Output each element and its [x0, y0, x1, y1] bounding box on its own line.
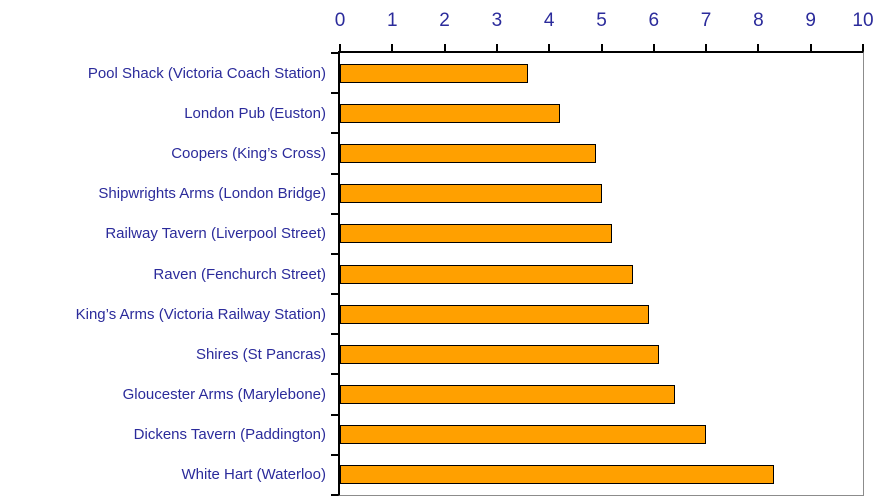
- y-tick-mark: [331, 453, 338, 456]
- x-tick-mark: [391, 44, 394, 51]
- category-label: Coopers (King’s Cross): [171, 144, 326, 162]
- category-labels: Pool Shack (Victoria Coach Station) Londo…: [0, 53, 326, 495]
- bar-row: [340, 375, 863, 415]
- x-tick-label: 8: [753, 10, 764, 31]
- x-tick-label: 1: [387, 10, 398, 31]
- bar-rows: [340, 53, 863, 495]
- x-tick-mark: [548, 44, 551, 51]
- x-axis-tick-labels: 0 1 2 3 4 5 6 7 8 9 10: [335, 10, 874, 36]
- x-tick-mark: [862, 44, 864, 51]
- bar-row: [340, 93, 863, 133]
- category-label: King’s Arms (Victoria Railway Station): [75, 305, 326, 323]
- x-tick-label: 0: [334, 10, 346, 31]
- y-tick-mark: [331, 333, 338, 336]
- x-tick-mark: [600, 44, 603, 51]
- category-label: Shipwrights Arms (London Bridge): [98, 185, 326, 203]
- bar: [340, 264, 633, 284]
- bar: [340, 344, 660, 364]
- category-label: Dickens Tavern (Paddington): [133, 426, 326, 444]
- bar-row: [340, 214, 863, 254]
- y-tick-mark: [331, 132, 338, 135]
- category-label: London Pub (Euston): [184, 104, 326, 122]
- bar: [340, 103, 560, 123]
- y-tick-mark: [331, 293, 338, 296]
- bar: [340, 425, 707, 445]
- x-tick-mark: [757, 44, 760, 51]
- bar: [340, 465, 775, 485]
- category-label: Gloucester Arms (Marylebone): [122, 386, 326, 404]
- bar-row: [340, 334, 863, 374]
- x-tick-label: 2: [439, 10, 450, 31]
- x-tick-mark: [495, 44, 498, 51]
- x-tick-mark: [809, 44, 812, 51]
- x-tick-mark: [339, 44, 341, 51]
- bar-row: [340, 174, 863, 214]
- bar-row: [340, 415, 863, 455]
- plot-area: [331, 44, 864, 496]
- category-label: White Hart (Waterloo): [181, 466, 326, 484]
- x-tick-mark: [705, 44, 708, 51]
- y-tick-mark: [331, 373, 338, 376]
- x-tick-label: 5: [596, 10, 607, 31]
- x-tick-mark: [443, 44, 446, 51]
- x-tick-label: 4: [543, 10, 555, 31]
- x-tick-label: 7: [700, 10, 712, 31]
- category-label: Shires (St Pancras): [195, 345, 326, 363]
- bar-row: [340, 455, 863, 495]
- y-tick-mark: [331, 172, 338, 175]
- x-tick-label: 3: [491, 10, 503, 31]
- y-tick-mark: [331, 92, 338, 95]
- y-tick-mark: [331, 212, 338, 215]
- bar: [340, 224, 612, 244]
- bar-row: [340, 53, 863, 93]
- bar-row: [340, 254, 863, 294]
- bar: [340, 304, 649, 324]
- bar: [340, 184, 602, 204]
- category-label: Pool Shack (Victoria Coach Station): [87, 64, 326, 82]
- bar: [340, 63, 529, 83]
- bar: [340, 143, 597, 163]
- category-label: Railway Tavern (Liverpool Street): [105, 225, 326, 243]
- bar-row: [340, 133, 863, 173]
- y-tick-mark: [331, 252, 338, 255]
- bar: [340, 385, 675, 405]
- x-tick-label: 6: [648, 10, 660, 31]
- category-label: Raven (Fenchurch Street): [153, 265, 326, 283]
- x-tick-label: 9: [805, 10, 816, 31]
- x-tick-label: 10: [852, 10, 874, 31]
- y-tick-mark: [331, 413, 338, 416]
- y-tick-mark: [331, 494, 338, 496]
- x-tick-mark: [652, 44, 655, 51]
- bar-row: [340, 294, 863, 334]
- y-tick-mark: [331, 52, 338, 54]
